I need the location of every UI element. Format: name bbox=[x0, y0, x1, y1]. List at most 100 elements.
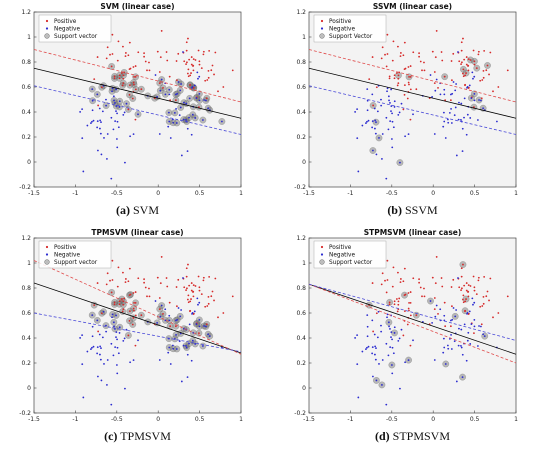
x-tick-label: 0 bbox=[156, 416, 160, 423]
negative-point bbox=[391, 138, 393, 140]
negative-point bbox=[198, 75, 201, 78]
positive-point bbox=[128, 68, 131, 71]
positive-point bbox=[393, 300, 396, 303]
positive-point bbox=[403, 267, 406, 270]
positive-point bbox=[397, 271, 399, 274]
positive-point bbox=[175, 286, 178, 288]
positive-point bbox=[189, 83, 192, 86]
positive-point bbox=[186, 72, 189, 75]
positive-point bbox=[131, 323, 134, 326]
legend-label: Negative bbox=[54, 27, 80, 33]
negative-point bbox=[198, 93, 201, 95]
negative-point bbox=[365, 122, 367, 125]
positive-point bbox=[124, 55, 127, 57]
positive-point bbox=[462, 37, 464, 40]
negative-point bbox=[194, 117, 197, 119]
chart-svg: SSVM (linear case) -1.5 -1 -0.5 0 0.5 1 -0.2 0 0.… bbox=[294, 2, 518, 197]
negative-point bbox=[123, 337, 126, 340]
negative-point bbox=[473, 99, 476, 102]
negative-point bbox=[391, 120, 394, 123]
positive-point bbox=[213, 299, 215, 302]
negative-point bbox=[393, 332, 396, 334]
negative-point bbox=[385, 403, 388, 406]
x-tick-label: -0.5 bbox=[111, 190, 123, 197]
negative-point bbox=[105, 98, 107, 101]
y-tick-label: 1 bbox=[27, 260, 31, 267]
negative-point bbox=[461, 353, 464, 356]
negative-point bbox=[442, 351, 445, 354]
plot-marks bbox=[34, 256, 241, 406]
positive-point bbox=[176, 79, 178, 82]
positive-point bbox=[133, 83, 135, 86]
negative-point bbox=[356, 363, 359, 366]
positive-point bbox=[124, 52, 127, 54]
positive-point bbox=[431, 50, 434, 53]
negative-point bbox=[375, 347, 377, 350]
legend-negative-marker bbox=[45, 253, 49, 256]
positive-point bbox=[185, 275, 188, 278]
negative-point bbox=[371, 319, 374, 322]
negative-point bbox=[175, 107, 177, 110]
negative-point bbox=[463, 323, 466, 326]
negative-point bbox=[393, 100, 396, 103]
x-tick-label: 1 bbox=[514, 190, 518, 197]
negative-point bbox=[450, 122, 453, 124]
positive-point bbox=[397, 74, 400, 77]
negative-point bbox=[354, 111, 357, 113]
negative-point bbox=[197, 77, 199, 80]
positive-point bbox=[440, 51, 443, 53]
negative-point bbox=[357, 396, 360, 399]
negative-point bbox=[366, 314, 369, 317]
positive-point bbox=[462, 294, 465, 297]
negative-point bbox=[92, 345, 95, 348]
negative-point bbox=[442, 125, 445, 128]
positive-point bbox=[208, 49, 211, 52]
positive-point bbox=[375, 86, 378, 89]
negative-point bbox=[435, 304, 438, 307]
negative-point bbox=[387, 321, 390, 324]
negative-point bbox=[380, 330, 383, 333]
positive-point bbox=[190, 289, 193, 292]
negative-point bbox=[196, 297, 199, 300]
negative-point bbox=[198, 99, 201, 102]
negative-point bbox=[476, 345, 479, 347]
positive-point bbox=[134, 65, 137, 67]
positive-point bbox=[397, 300, 400, 303]
negative-point bbox=[367, 119, 370, 122]
negative-point bbox=[116, 120, 119, 123]
negative-point bbox=[106, 133, 109, 135]
positive-point bbox=[409, 65, 412, 67]
positive-point bbox=[148, 61, 150, 64]
negative-point bbox=[443, 88, 446, 91]
positive-point bbox=[185, 41, 188, 44]
negative-point bbox=[203, 325, 205, 327]
negative-point bbox=[374, 119, 377, 122]
positive-point bbox=[451, 79, 453, 82]
caption-letter: (d) bbox=[374, 429, 390, 443]
negative-point bbox=[159, 315, 162, 318]
negative-point bbox=[381, 359, 384, 361]
positive-point bbox=[464, 309, 467, 312]
positive-point bbox=[371, 56, 374, 58]
positive-point bbox=[397, 45, 399, 48]
separating-hyperplane bbox=[309, 67, 516, 119]
positive-point bbox=[124, 281, 127, 283]
positive-point bbox=[117, 40, 120, 43]
y-tick-label: 0.8 bbox=[21, 285, 31, 292]
negative-point bbox=[380, 104, 383, 107]
legend-label: Support Vector bbox=[329, 34, 373, 40]
negative-point bbox=[185, 344, 187, 347]
positive-point bbox=[144, 60, 147, 63]
positive-point bbox=[460, 49, 463, 52]
plot-marks bbox=[309, 30, 516, 180]
positive-point bbox=[187, 263, 189, 266]
positive-point bbox=[402, 108, 405, 111]
x-tick-label: -1.5 bbox=[303, 416, 315, 423]
negative-point bbox=[193, 310, 196, 313]
positive-point bbox=[477, 279, 480, 282]
negative-point bbox=[452, 81, 455, 83]
y-tick-label: 1.2 bbox=[21, 235, 31, 242]
caption-letter: (c) bbox=[104, 429, 118, 443]
legend-label: Support vector bbox=[54, 34, 98, 40]
positive-point bbox=[388, 77, 391, 80]
